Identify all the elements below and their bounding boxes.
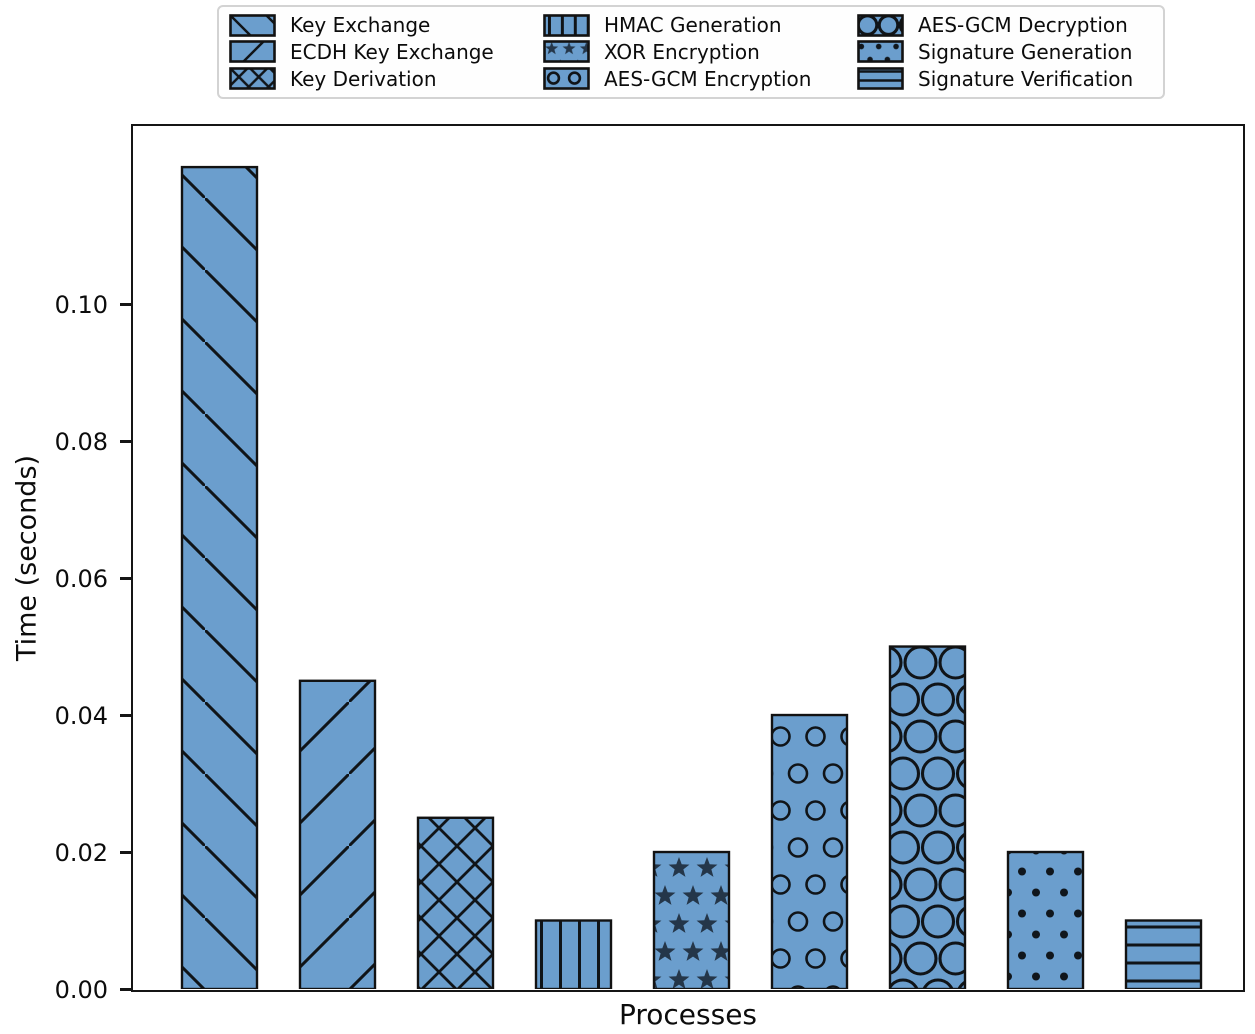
bar [534, 919, 613, 989]
legend-swatch-dot-icon [857, 40, 904, 64]
legend-item: HMAC Generation [543, 12, 839, 39]
bar [652, 850, 731, 989]
plot-area [131, 124, 1245, 992]
legend-label: HMAC Generation [604, 13, 782, 38]
y-tick-label: 0.10 [54, 290, 108, 319]
legend: Key Exchange ECDH Key Exchange Key Derivat… [217, 5, 1165, 99]
legend-item: Key Derivation [229, 65, 525, 92]
bar [1006, 850, 1085, 989]
legend-label: XOR Encryption [604, 39, 760, 64]
legend-item: ECDH Key Exchange [229, 39, 525, 66]
y-tick-label: 0.04 [54, 701, 108, 730]
legend-item: AES-GCM Encryption [543, 65, 839, 92]
legend-item: Signature Generation [857, 39, 1153, 66]
legend-swatch-circle-large-icon [857, 14, 904, 37]
bar [770, 713, 849, 989]
legend-item: Key Exchange [229, 12, 525, 39]
bar [298, 679, 377, 989]
legend-label: Key Derivation [290, 66, 437, 91]
y-tick-mark [120, 303, 131, 306]
legend-label: Signature Generation [918, 39, 1133, 64]
legend-swatch-cross-icon [229, 67, 276, 90]
legend-swatch-slash-icon [229, 40, 276, 64]
legend-swatch-star-icon [543, 40, 590, 64]
y-tick-label: 0.02 [54, 838, 108, 867]
legend-swatch-circle-small-icon [543, 67, 590, 90]
y-axis-label: Time (seconds) [11, 454, 43, 662]
y-tick-mark [120, 440, 131, 443]
y-tick-label: 0.08 [54, 427, 108, 456]
bar [180, 165, 259, 989]
legend-swatch-hline-icon [857, 67, 904, 90]
bar [888, 645, 967, 989]
legend-item: Signature Verification [857, 65, 1153, 92]
legend-item: AES-GCM Decryption [857, 12, 1153, 39]
legend-swatch-backslash-icon [229, 14, 276, 37]
y-tick-label: 0.00 [54, 975, 108, 1004]
bars-canvas [180, 165, 1203, 989]
y-tick-mark [120, 577, 131, 580]
legend-label: Key Exchange [290, 13, 431, 38]
legend-label: AES-GCM Encryption [604, 66, 812, 91]
y-tick-mark [120, 714, 131, 717]
legend-item: XOR Encryption [543, 39, 839, 66]
y-tick-label: 0.06 [54, 564, 108, 593]
bar [1124, 919, 1203, 989]
y-tick-mark [120, 851, 131, 854]
bar [416, 816, 495, 989]
legend-label: Signature Verification [918, 66, 1134, 91]
y-tick-mark [120, 988, 131, 991]
legend-swatch-vline-icon [543, 14, 590, 37]
x-axis-label: Processes [618, 998, 758, 1031]
legend-label: ECDH Key Exchange [290, 39, 494, 64]
legend-label: AES-GCM Decryption [918, 13, 1128, 38]
